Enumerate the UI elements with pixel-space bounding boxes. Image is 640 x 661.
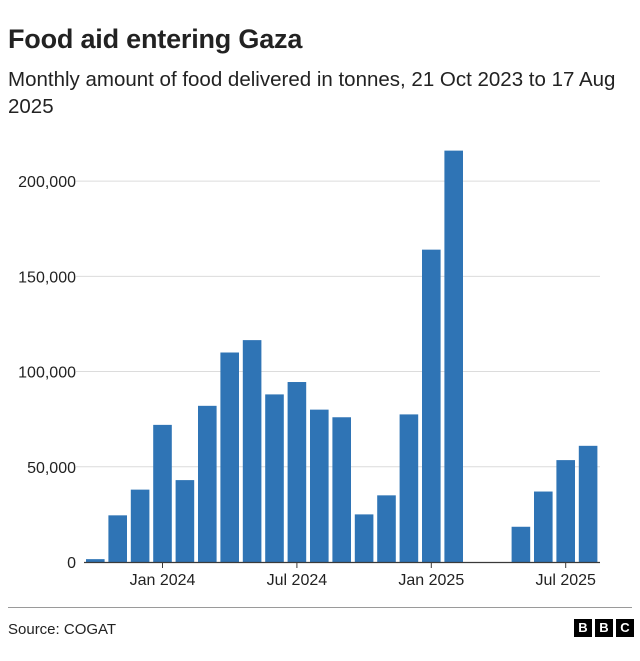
- bar: [220, 352, 239, 562]
- chart-title: Food aid entering Gaza: [8, 24, 303, 54]
- bbc-logo-letter: B: [574, 619, 592, 637]
- bar: [332, 417, 351, 562]
- bar: [578, 445, 598, 562]
- bars: [86, 150, 598, 563]
- bbc-logo: B B C: [574, 619, 634, 637]
- bar: [86, 559, 105, 562]
- bar: [556, 460, 575, 562]
- bar: [287, 382, 307, 562]
- bar: [534, 491, 553, 562]
- bar: [265, 394, 284, 562]
- bar: [198, 405, 217, 562]
- y-tick-label: 100,000: [18, 365, 76, 382]
- bar: [130, 489, 150, 562]
- bbc-logo-letter: B: [595, 619, 613, 637]
- footer-divider: [8, 607, 632, 608]
- bar: [511, 526, 531, 562]
- chart-subtitle: Monthly amount of food delivered in tonn…: [8, 68, 616, 118]
- bar: [242, 340, 262, 562]
- bar: [108, 515, 127, 562]
- y-tick-label: 0: [67, 555, 76, 572]
- bbc-logo-letter: C: [616, 619, 634, 637]
- x-tick-label: Jan 2025: [398, 572, 464, 589]
- bar: [422, 249, 441, 562]
- bar-chart: 0 50,000 100,000 150,000 200,000 Jan 2024 Jul …: [18, 150, 600, 589]
- source-note: Source: COGAT: [8, 621, 117, 638]
- bar: [444, 150, 463, 563]
- bar: [399, 414, 419, 562]
- y-tick-label: 150,000: [18, 269, 76, 286]
- bar: [153, 424, 172, 562]
- y-tick-label: 200,000: [18, 174, 76, 191]
- bar: [377, 495, 396, 562]
- bar: [354, 514, 374, 562]
- y-tick-label: 50,000: [27, 460, 76, 477]
- bar: [175, 480, 195, 562]
- x-tick-label: Jul 2024: [267, 572, 328, 589]
- bar: [310, 409, 329, 562]
- axes: 0 50,000 100,000 150,000 200,000 Jan 2024 Jul …: [18, 174, 600, 589]
- x-tick-label: Jul 2025: [535, 572, 596, 589]
- x-tick-label: Jan 2024: [130, 572, 196, 589]
